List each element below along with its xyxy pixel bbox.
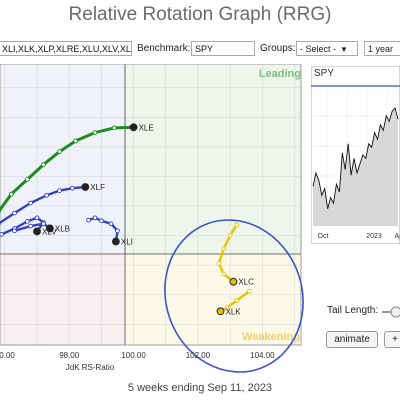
series-point-xlc: [221, 246, 227, 251]
series-point-xle: [111, 125, 117, 131]
plot-frame: [0, 64, 302, 346]
tail-length-label: Tail Length:: [327, 305, 379, 316]
symbols-input[interactable]: XLI,XLK,XLP,XLRE,XLU,XLV,XL: [0, 41, 132, 56]
series-point-xlf: [57, 188, 62, 193]
series-point-xle: [41, 162, 46, 167]
rrg-series-layer: XLEXLFXLVXLBXLIXLCXLK: [0, 123, 254, 316]
series-head-xlk: [216, 307, 225, 316]
series-point-xlc: [234, 222, 239, 228]
spy-x-tick-label: Oct: [318, 233, 329, 240]
x-tick-label: 98.00: [59, 351, 80, 360]
spy-panel: SPY Oct 2023 Apr: [311, 66, 400, 244]
series-point-xlf: [70, 185, 75, 191]
x-axis-ticks: 00.00 98.00 100.00 102.00 104.00: [0, 351, 275, 360]
x-tick-label: 100.00: [121, 351, 146, 360]
series-point-xli: [92, 215, 98, 221]
series-point-xlb: [12, 228, 17, 234]
series-label-xlc: XLC: [238, 278, 254, 287]
series-head-xlb: [45, 224, 54, 233]
series-point-xlk: [247, 288, 252, 294]
series-point-xli: [108, 221, 114, 227]
period-select[interactable]: 1 year: [364, 41, 400, 56]
series-point-xlv: [0, 232, 4, 237]
series-point-xle: [73, 138, 79, 144]
tail-length-slider[interactable]: [382, 305, 400, 319]
series-point-xlf: [44, 192, 50, 198]
series-point-xle: [57, 149, 62, 154]
series-label-xlf: XLF: [90, 183, 105, 192]
x-tick-label: 102.00: [186, 351, 211, 360]
series-point-xli: [86, 217, 91, 223]
weakening-quadrant: [125, 254, 301, 345]
x-tick-label: 104.00: [250, 351, 275, 360]
highlight-circle: [164, 219, 304, 373]
leading-quadrant: [125, 64, 301, 254]
series-point-xlb: [41, 221, 46, 227]
animate-button[interactable]: animate: [326, 331, 378, 348]
series-point-xlk: [234, 298, 239, 303]
x-axis-label: JdK RS-Ratio: [66, 363, 115, 372]
groups-select[interactable]: - Select - ▼: [296, 41, 358, 56]
benchmark-input[interactable]: SPY: [191, 41, 255, 56]
series-point-xle: [25, 177, 30, 182]
toolbar: XLI,XLK,XLP,XLRE,XLU,XLV,XL Benchmark: S…: [0, 40, 400, 60]
groups-label: Groups:: [260, 43, 296, 54]
footer-caption: 5 weeks ending Sep 11, 2023: [127, 382, 273, 394]
spy-x-tick-label: Apr: [395, 233, 400, 240]
page-title: Relative Rotation Graph (RRG): [68, 4, 332, 25]
step-forward-button[interactable]: +: [384, 331, 400, 348]
series-head-xle: [129, 123, 138, 132]
spy-price-line: [312, 107, 399, 209]
series-point-xlc: [216, 261, 222, 266]
series-point-xlf: [28, 200, 33, 206]
series-head-xlf: [81, 183, 90, 191]
series-point-xli: [99, 218, 104, 224]
series-tail-xlb: [13, 222, 52, 233]
spy-x-ticks: Oct 2023 Apr: [318, 233, 400, 240]
lagging-quadrant: [0, 254, 125, 345]
period-select-value: 1 year: [368, 44, 394, 54]
series-point-xlk: [224, 305, 230, 311]
series-head-xli: [111, 237, 120, 246]
series-point-xlc: [221, 271, 227, 277]
spy-symbol-label: SPY: [314, 68, 334, 79]
x-tick-label: 00.00: [0, 351, 15, 360]
leading-label: Leading: [259, 68, 301, 80]
series-label-xle: XLE: [139, 123, 154, 132]
series-label-xli: XLI: [121, 237, 133, 246]
groups-select-value: - Select -: [300, 44, 337, 54]
series-point-xlc: [227, 233, 233, 238]
chevron-down-icon: ▼: [340, 45, 348, 54]
benchmark-label: Benchmark:: [137, 43, 191, 54]
weakening-label: Weakening: [242, 331, 300, 343]
spy-price-plot: [312, 107, 399, 226]
series-point-xlb: [28, 223, 33, 229]
rrg-chart[interactable]: Leading Weakening XLEXLFXLVXLBXLIXLCXLK …: [0, 64, 305, 374]
series-point-xlv: [34, 215, 40, 221]
series-point-xli: [115, 228, 120, 234]
series-label-xlk: XLK: [226, 307, 242, 316]
series-point-xle: [8, 191, 14, 197]
series-head-xlc: [229, 277, 238, 286]
slider-handle[interactable]: [390, 306, 400, 318]
grid-lines: [0, 64, 301, 345]
series-point-xlv: [25, 219, 30, 224]
series-point-xle: [92, 130, 98, 135]
spy-x-tick-label: 2023: [366, 233, 382, 240]
series-point-xlf: [12, 210, 17, 216]
series-head-xlv: [33, 227, 41, 236]
series-label-xlb: XLB: [55, 224, 70, 233]
